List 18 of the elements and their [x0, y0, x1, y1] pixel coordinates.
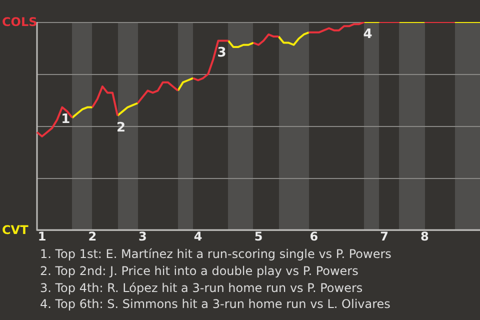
text: 1. Top 1st: E. Martínez hit a run-scoring single vs P. Powers — [40, 246, 392, 263]
x-tick-label: 6 — [310, 229, 318, 244]
annotation: 1 — [61, 112, 70, 128]
text: 2. Top 2nd: J. Price hit into a double play vs P. Powers — [40, 262, 360, 280]
annotation: 2 — [116, 120, 126, 136]
annotation: 3 — [217, 46, 226, 61]
x-tick-label: 3 — [138, 229, 147, 244]
annotation: 4 — [363, 26, 372, 42]
text: 4. Top 6th: S. Simmons hit a 3-run home run vs L. Olivares — [40, 296, 392, 314]
x-tick-label: 2 — [88, 229, 97, 244]
text: CVT — [2, 223, 28, 237]
x-tick-label: 5 — [254, 229, 263, 244]
text: 3. Top 4th: R. López hit a 3-run home run vs P. Powers — [40, 280, 364, 296]
x-tick-label: 1 — [38, 229, 46, 244]
annotation: COLS — [2, 15, 38, 29]
x-tick-label: 8 — [420, 229, 429, 244]
x-tick-label: 7 — [380, 229, 389, 244]
x-tick-label: 4 — [194, 229, 202, 244]
